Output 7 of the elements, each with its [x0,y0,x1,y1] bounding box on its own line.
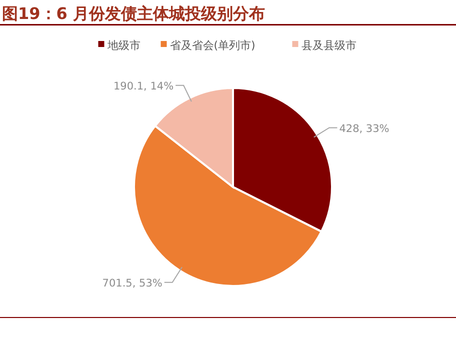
data-label: 428, 33% [339,122,390,135]
legend-label: 地级市 [106,39,140,52]
chart-title: 图19：6 月份发债主体城投级别分布 [2,4,265,23]
data-label: 701.5, 53% [102,277,162,290]
legend-label: 县及县级市 [301,39,356,52]
legend-label: 省及省会(单列市) [170,39,256,52]
data-label: 190.1, 14% [114,80,174,92]
